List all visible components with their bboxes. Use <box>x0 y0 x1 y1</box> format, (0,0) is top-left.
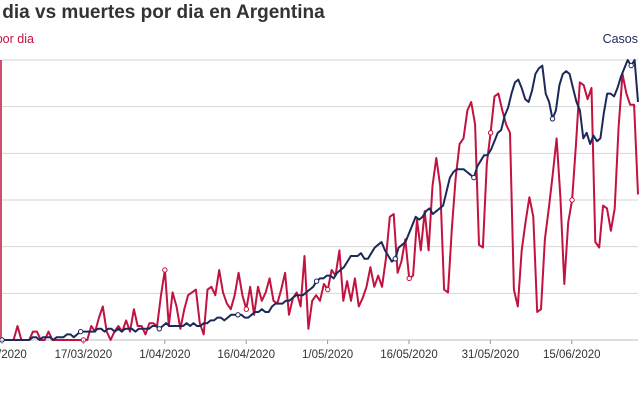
legend-deaths-label: s por dia <box>0 32 34 46</box>
data-point-muertes-por-dia <box>325 286 331 293</box>
x-tick-label: 1/04/2020 <box>139 349 190 361</box>
data-point-casos <box>471 174 477 181</box>
series-muertes-por-dia <box>2 73 639 341</box>
series-casos <box>2 59 639 341</box>
data-point-casos <box>549 116 556 122</box>
x-tick-label: /2020 <box>0 349 27 361</box>
x-tick-label: 15/06/2020 <box>543 349 601 361</box>
series-line-muertes-por-dia <box>2 73 639 341</box>
data-point-muertes-por-dia <box>243 306 250 312</box>
x-tick-label: 31/05/2020 <box>462 349 520 361</box>
series-line-casos <box>2 59 639 341</box>
data-point-muertes-por-dia <box>162 267 168 273</box>
x-tick-label: 16/05/2020 <box>380 349 438 361</box>
x-tick-label: 16/04/2020 <box>217 349 275 361</box>
data-point-casos <box>77 328 84 335</box>
grid-lines <box>0 59 638 342</box>
data-point-casos <box>392 256 398 262</box>
x-axis-ticks: /2020 17/03/2020 1/04/2020 16/04/2020 1/05/2… <box>0 340 601 361</box>
data-point-muertes-por-dia <box>569 197 575 203</box>
data-point-casos <box>156 326 162 332</box>
chart-title: or dia vs muertes por dia en Argentina <box>0 2 325 23</box>
data-point-casos <box>628 62 634 69</box>
point-markers <box>0 62 634 343</box>
x-tick-label: 17/03/2020 <box>55 349 113 361</box>
legend-cases-label: Casos <box>602 32 638 46</box>
data-point-muertes-por-dia <box>487 130 494 136</box>
data-point-casos <box>313 278 320 284</box>
data-point-casos <box>235 312 241 318</box>
x-tick-label: 1/05/2020 <box>302 349 353 361</box>
series-layer <box>2 59 639 341</box>
data-point-muertes-por-dia <box>406 275 412 282</box>
